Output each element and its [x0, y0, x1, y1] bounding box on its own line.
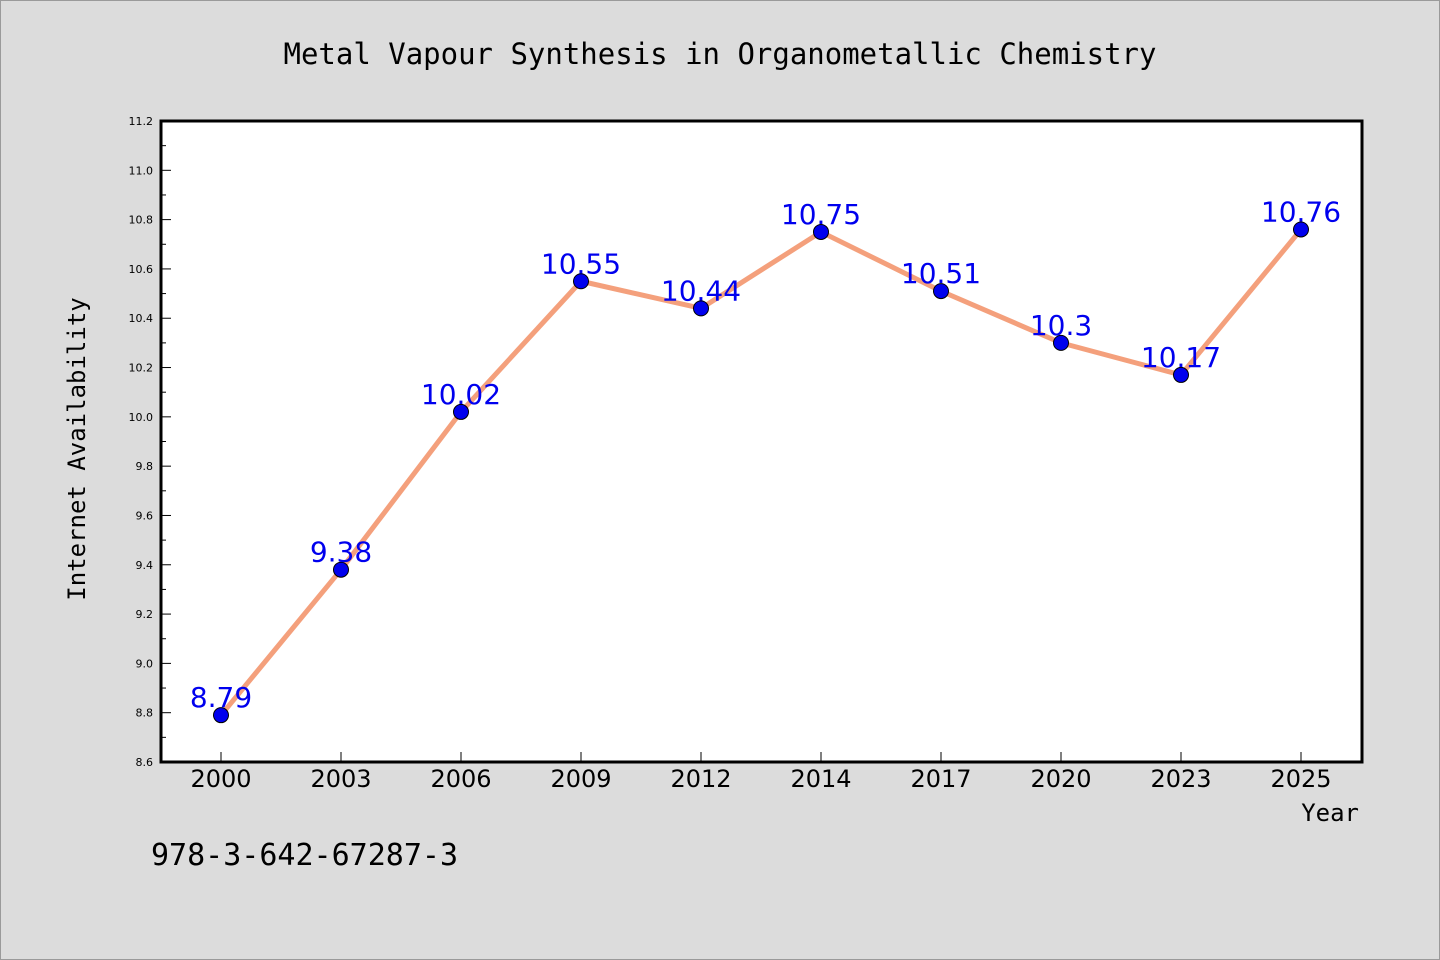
x-tick-label: 2014 — [790, 765, 851, 793]
data-point-label: 10.75 — [781, 198, 861, 231]
x-tick-label: 2009 — [550, 765, 611, 793]
y-axis: 8.6 8.8 9.0 9.2 9.4 9.6 9.8 10.0 10.2 10.4 10.6 10.… — [129, 115, 171, 769]
data-point-label: 10.17 — [1141, 341, 1221, 374]
data-point-label: 10.02 — [421, 378, 501, 411]
y-tick-label: 10.4 — [129, 312, 154, 325]
x-axis: 2000 2003 2006 2009 2012 2014 2017 2020 2023 2025 — [190, 752, 1332, 793]
x-tick-label: 2025 — [1270, 765, 1331, 793]
series-markers — [213, 221, 1309, 724]
data-point-marker — [213, 707, 229, 724]
y-tick-label: 8.8 — [136, 707, 154, 720]
plot-area — [159, 119, 1364, 764]
y-tick-label: 10.6 — [129, 263, 154, 276]
data-point-marker — [1173, 366, 1189, 383]
x-tick-label: 2020 — [1030, 765, 1091, 793]
data-point-marker — [1053, 334, 1069, 351]
data-point-label: 9.38 — [310, 536, 372, 569]
x-tick-label: 2000 — [190, 765, 251, 793]
data-point-marker — [453, 403, 469, 420]
y-tick-label: 9.4 — [136, 559, 154, 572]
chart-title: Metal Vapour Synthesis in Organometallic… — [284, 37, 1157, 71]
y-axis-label: Internet Availability — [63, 297, 91, 600]
data-point-label: 10.55 — [541, 247, 621, 280]
y-tick-label: 9.8 — [136, 460, 154, 473]
y-tick-label: 11.2 — [129, 115, 154, 128]
series-line — [218, 226, 1304, 718]
y-tick-label: 10.2 — [129, 362, 154, 375]
y-tick-label: 9.6 — [136, 509, 154, 522]
x-tick-label: 2012 — [670, 765, 731, 793]
data-point-label: 10.76 — [1261, 195, 1341, 228]
data-point-marker — [333, 561, 349, 578]
x-tick-label: 2017 — [910, 765, 971, 793]
data-point-marker — [693, 300, 709, 317]
y-tick-label: 8.6 — [136, 756, 154, 769]
y-tick-label: 11.0 — [129, 164, 154, 177]
data-point-marker — [1293, 221, 1309, 238]
data-point-marker — [933, 283, 949, 300]
y-tick-label: 9.0 — [136, 657, 154, 670]
data-point-label: 10.44 — [661, 274, 741, 307]
x-tick-label: 2006 — [430, 765, 491, 793]
data-point-label: 8.79 — [190, 681, 252, 714]
data-point-marker — [573, 273, 589, 290]
y-tick-label: 10.8 — [129, 214, 154, 227]
x-tick-label: 2023 — [1150, 765, 1211, 793]
x-axis-label: Year — [1301, 799, 1359, 827]
data-point-marker — [813, 223, 829, 240]
data-point-label: 10.51 — [901, 257, 981, 290]
y-tick-label: 9.2 — [136, 608, 154, 621]
isbn-text: 978-3-642-67287-3 — [151, 838, 458, 873]
x-tick-label: 2003 — [310, 765, 371, 793]
data-labels: 8.79 9.38 10.02 10.55 10.44 10.75 10.51 10.3 10.… — [190, 195, 1341, 714]
data-point-label: 10.3 — [1030, 309, 1092, 342]
y-tick-label: 10.0 — [129, 411, 154, 424]
